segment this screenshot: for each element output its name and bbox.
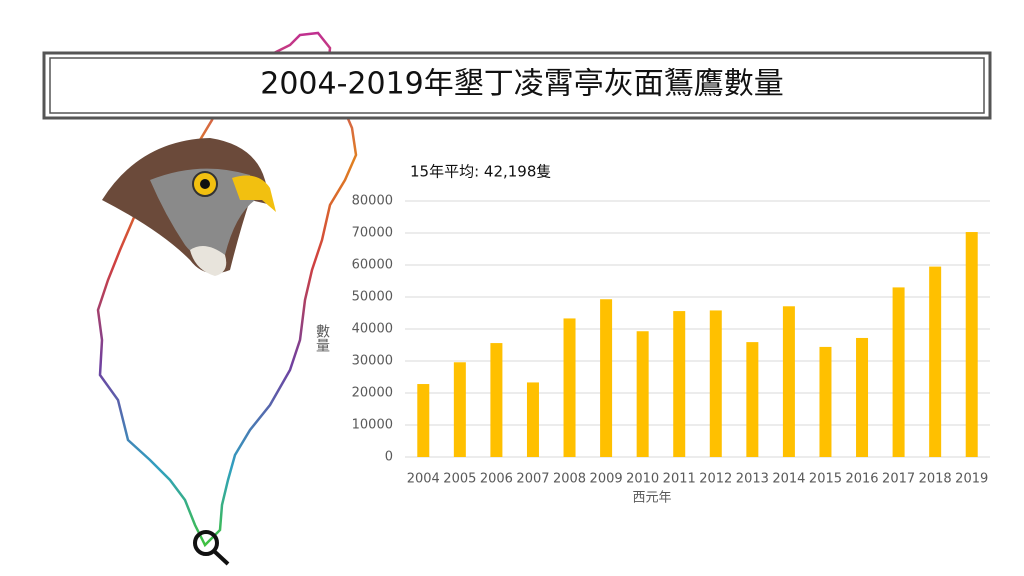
- bar: [490, 343, 503, 457]
- y-axis-label: 數量: [314, 324, 330, 352]
- y-tick-label: 30000: [352, 354, 393, 369]
- x-tick-label: 2004: [407, 472, 440, 487]
- bar: [819, 346, 832, 457]
- y-tick-label: 80000: [352, 194, 393, 209]
- title-box-inner: [49, 57, 985, 114]
- magnifier-icon: [193, 530, 230, 566]
- chart-subtitle: 15年平均: 42,198隻: [410, 163, 551, 181]
- x-tick-label: 2005: [443, 472, 476, 487]
- x-tick-label: 2013: [736, 472, 769, 487]
- x-tick-label: 2011: [663, 472, 696, 487]
- bar: [673, 311, 686, 457]
- chart-title: 2004-2019年墾丁凌霄亭灰面鵟鷹數量: [260, 67, 784, 102]
- x-tick-label: 2006: [480, 472, 513, 487]
- bar: [526, 382, 539, 457]
- title-box: [42, 51, 992, 120]
- x-tick-label: 2008: [553, 472, 586, 487]
- bar: [965, 232, 978, 457]
- y-tick-label: 20000: [352, 386, 393, 401]
- bar: [929, 266, 942, 457]
- x-tick-label: 2019: [955, 472, 988, 487]
- bar: [417, 384, 430, 457]
- x-tick-label: 2014: [772, 472, 805, 487]
- bar: [856, 337, 869, 457]
- x-tick-label: 2017: [882, 472, 915, 487]
- y-tick-label: 50000: [352, 290, 393, 305]
- y-tick-label: 60000: [352, 258, 393, 273]
- bar: [746, 342, 759, 457]
- x-tick-label: 2018: [919, 472, 952, 487]
- x-tick-label: 2012: [699, 472, 732, 487]
- bar: [636, 331, 649, 457]
- x-tick-label: 2007: [516, 472, 549, 487]
- bar: [453, 362, 466, 457]
- x-tick-label: 2016: [845, 472, 878, 487]
- y-tick-label: 10000: [352, 418, 393, 433]
- x-tick-label: 2015: [809, 472, 842, 487]
- bar: [563, 318, 576, 457]
- x-tick-label: 2010: [626, 472, 659, 487]
- y-tick-label: 40000: [352, 322, 393, 337]
- y-tick-label: 0: [385, 450, 393, 465]
- hawk-illustration: [102, 138, 276, 276]
- bar: [782, 306, 795, 457]
- y-tick-label: 70000: [352, 226, 393, 241]
- bar: [600, 299, 613, 457]
- bar: [892, 287, 905, 457]
- x-tick-label: 2009: [590, 472, 623, 487]
- bar: [709, 310, 722, 457]
- x-axis-label: 西元年: [632, 491, 671, 506]
